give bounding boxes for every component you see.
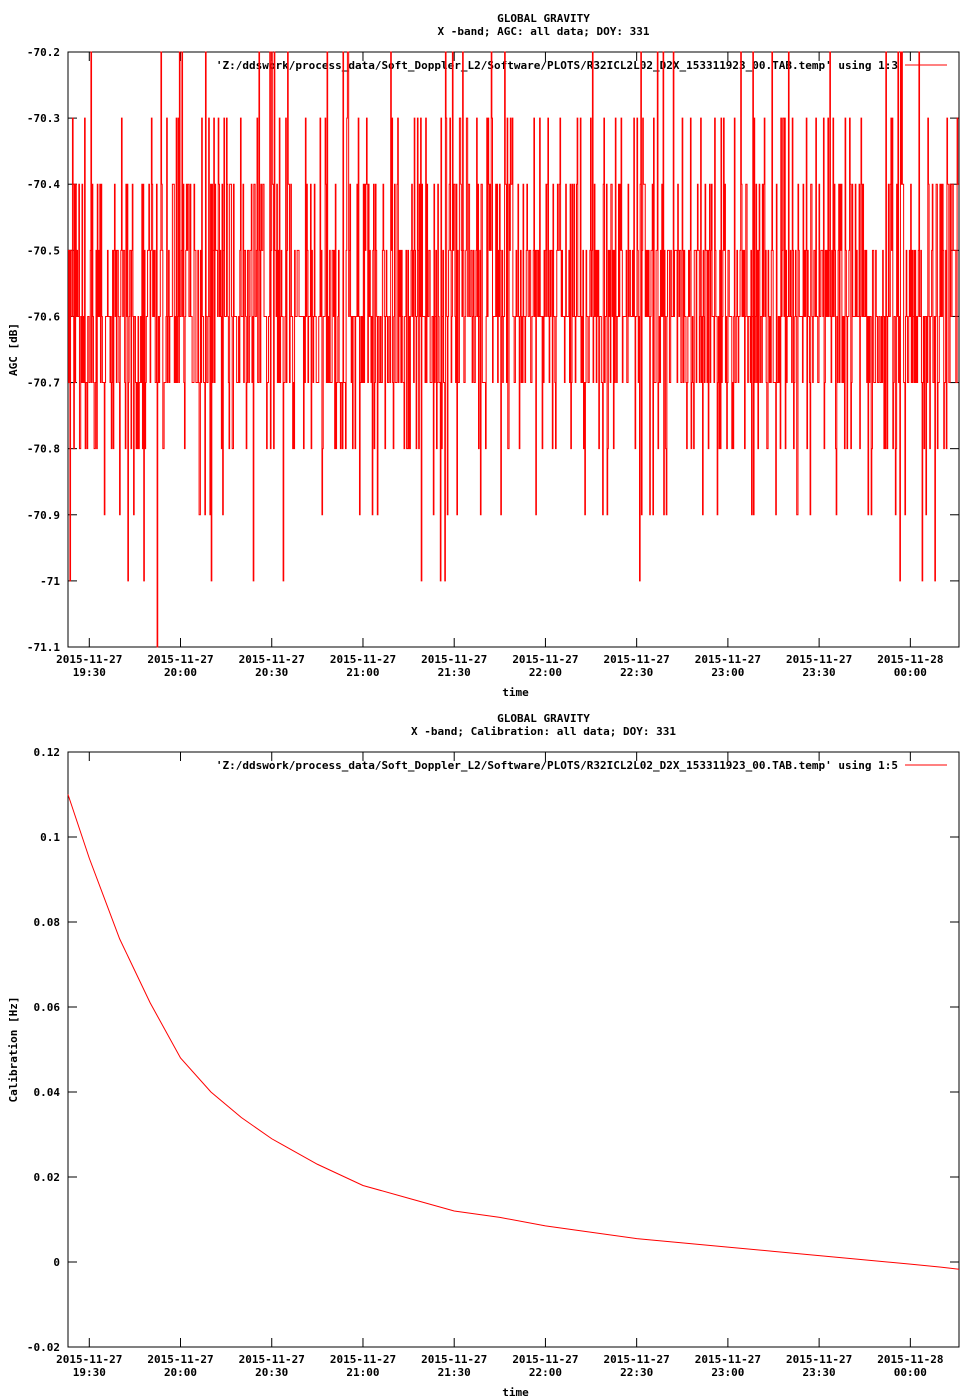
chart-title: GLOBAL GRAVITY (497, 712, 590, 725)
x-axis-label: time (502, 1386, 529, 1399)
y-tick-label: -70.4 (27, 178, 60, 191)
x-tick-date: 2015-11-27 (695, 653, 761, 666)
y-tick-label: 0.04 (34, 1086, 61, 1099)
y-tick-label: 0 (53, 1256, 60, 1269)
x-tick-time: 23:00 (711, 1366, 744, 1379)
y-tick-label: -0.02 (27, 1341, 60, 1354)
x-tick-time: 00:00 (894, 666, 927, 679)
y-tick-label: -71 (40, 575, 60, 588)
y-tick-label: -70.2 (27, 46, 60, 59)
x-tick-date: 2015-11-27 (695, 1353, 761, 1366)
y-tick-label: 0.08 (34, 916, 61, 929)
y-tick-label: 0.06 (34, 1001, 61, 1014)
series-line (67, 794, 960, 1270)
x-tick-date: 2015-11-27 (786, 653, 852, 666)
plot-frame (67, 51, 960, 648)
x-axis-label: time (502, 686, 529, 699)
x-tick-date: 2015-11-27 (421, 653, 487, 666)
chart-title: GLOBAL GRAVITY (497, 12, 590, 25)
y-axis-label: Calibration [Hz] (7, 997, 20, 1103)
x-tick-date: 2015-11-27 (239, 1353, 305, 1366)
y-tick-label: -71.1 (27, 641, 60, 654)
y-axis-label: AGC [dB] (7, 323, 20, 376)
y-tick-label: -70.7 (27, 377, 60, 390)
x-tick-time: 21:00 (346, 666, 379, 679)
y-tick-label: -70.6 (27, 310, 60, 323)
x-tick-date: 2015-11-27 (512, 1353, 578, 1366)
x-tick-time: 23:30 (803, 666, 836, 679)
x-tick-date: 2015-11-27 (786, 1353, 852, 1366)
x-tick-time: 21:00 (346, 1366, 379, 1379)
x-tick-time: 20:30 (255, 666, 288, 679)
x-tick-time: 23:30 (803, 1366, 836, 1379)
x-tick-time: 20:00 (164, 1366, 197, 1379)
plot-frame (67, 751, 960, 1348)
y-tick-label: -70.9 (27, 509, 60, 522)
y-tick-label: -70.5 (27, 244, 60, 257)
x-tick-date: 2015-11-27 (604, 653, 670, 666)
x-tick-time: 22:00 (529, 1366, 562, 1379)
x-tick-time: 21:30 (438, 1366, 471, 1379)
x-tick-date: 2015-11-27 (147, 653, 213, 666)
chart-subtitle: X -band; Calibration: all data; DOY: 331 (411, 725, 676, 738)
legend-entry: 'Z:/ddswork/process_data/Soft_Doppler_L2… (216, 59, 898, 72)
chart-subtitle: X -band; AGC: all data; DOY: 331 (438, 25, 650, 38)
x-tick-date: 2015-11-27 (56, 653, 122, 666)
x-tick-date: 2015-11-27 (604, 1353, 670, 1366)
y-tick-label: 0.02 (34, 1171, 61, 1184)
x-tick-date: 2015-11-27 (147, 1353, 213, 1366)
y-tick-label: -70.8 (27, 443, 60, 456)
x-tick-time: 22:30 (620, 1366, 653, 1379)
y-tick-label: -70.3 (27, 112, 60, 125)
x-tick-date: 2015-11-28 (877, 1353, 943, 1366)
x-tick-time: 22:30 (620, 666, 653, 679)
x-tick-time: 20:30 (255, 1366, 288, 1379)
x-tick-date: 2015-11-27 (56, 1353, 122, 1366)
x-tick-time: 23:00 (711, 666, 744, 679)
x-tick-time: 22:00 (529, 666, 562, 679)
x-tick-time: 21:30 (438, 666, 471, 679)
legend-entry: 'Z:/ddswork/process_data/Soft_Doppler_L2… (216, 759, 898, 772)
x-tick-time: 19:30 (73, 1366, 106, 1379)
x-tick-date: 2015-11-27 (512, 653, 578, 666)
x-tick-date: 2015-11-27 (330, 653, 396, 666)
x-tick-date: 2015-11-27 (239, 653, 305, 666)
x-tick-date: 2015-11-27 (330, 1353, 396, 1366)
x-tick-date: 2015-11-27 (421, 1353, 487, 1366)
y-tick-label: 0.12 (34, 746, 61, 759)
x-tick-time: 00:00 (894, 1366, 927, 1379)
x-tick-time: 20:00 (164, 666, 197, 679)
x-tick-date: 2015-11-28 (877, 653, 943, 666)
series-line (68, 51, 959, 648)
y-tick-label: 0.1 (40, 831, 60, 844)
x-tick-time: 19:30 (73, 666, 106, 679)
